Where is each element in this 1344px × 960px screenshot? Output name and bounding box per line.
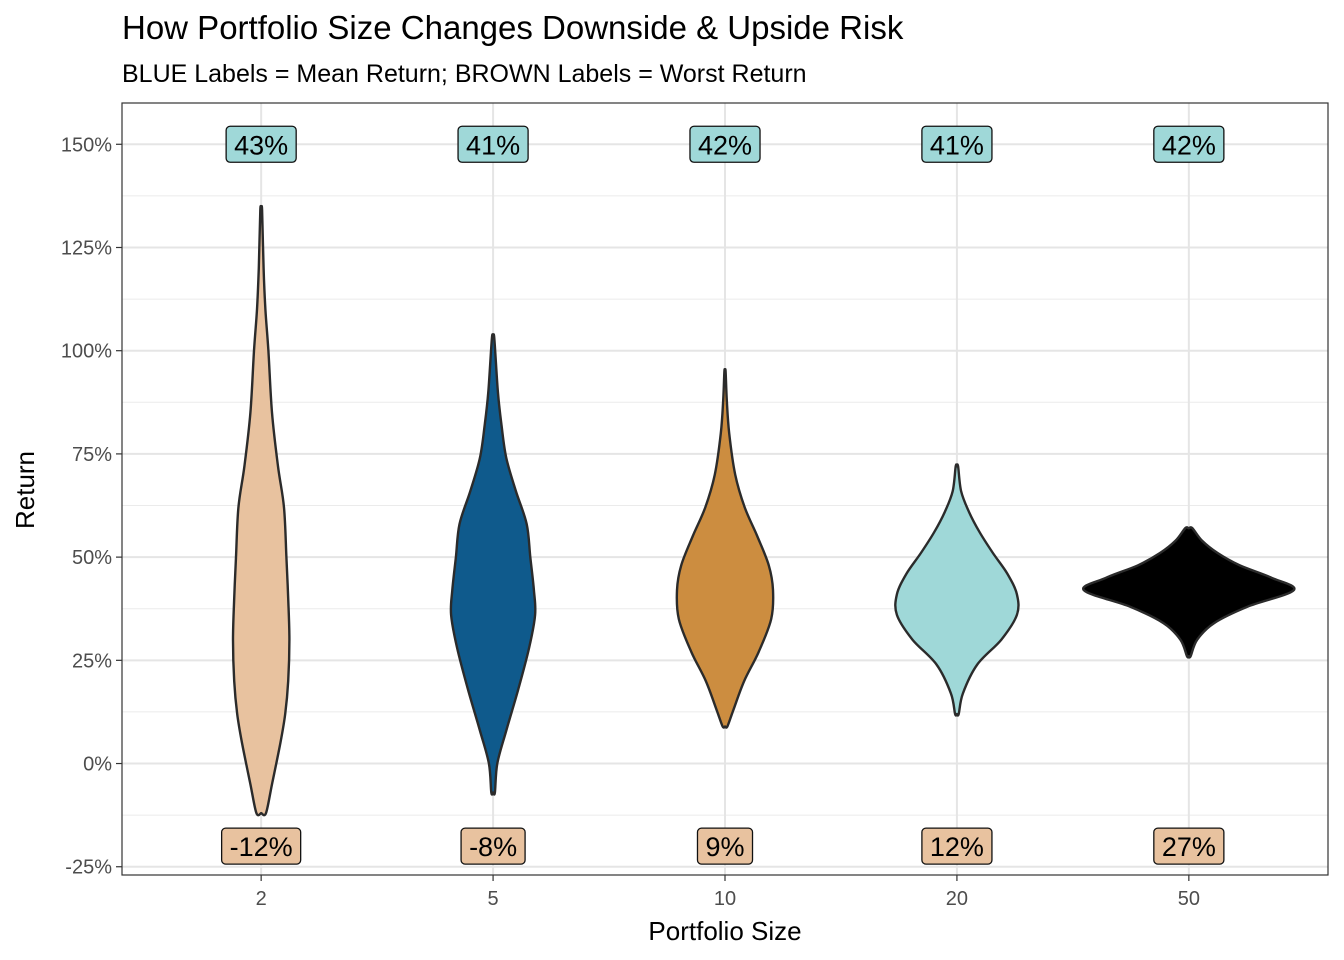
mean-label-50: 42% [1153,125,1225,163]
mean-label-50-box [1153,125,1225,163]
mean-label-5: 41% [457,125,529,163]
x-tick-label: 5 [488,888,499,910]
x-tick-label: 10 [714,888,736,910]
worst-label-20-box [921,827,993,865]
value-labels: 43% -12% 41% -8% 42% 9% 41% 12% 42% 27% [220,125,1225,865]
mean-label-10: 42% [689,125,761,163]
worst-label-10-box [696,827,754,865]
y-tick-label: 100% [61,341,112,363]
x-axis-title: Portfolio Size [648,916,801,946]
worst-label-2-text: -12% [230,832,293,862]
worst-label-2-box [220,827,302,865]
worst-label-5-text: -8% [469,832,517,862]
mean-label-5-box [457,125,529,163]
axes: -25% 0% 25% 50% 75% 100% 125% 150% 2 5 10 20 50 [61,134,1200,910]
worst-label-20: 12% [921,827,993,865]
mean-label-10-box [689,125,761,163]
worst-label-20-text: 12% [930,832,984,862]
chart-subtitle: BLUE Labels = Mean Return; BROWN Labels … [122,60,807,88]
violin-2 [231,204,291,817]
violins [231,204,1296,817]
y-tick-label: 150% [61,134,112,156]
worst-label-10-text: 9% [705,832,744,862]
y-tick-label: 0% [83,754,112,776]
worst-label-50-box [1153,827,1225,865]
mean-label-20-box [921,125,993,163]
mean-label-2: 43% [225,125,297,163]
violin-10 [675,367,775,729]
violin-20 [894,463,1020,717]
worst-label-10: 9% [696,827,754,865]
worst-label-5-box [460,827,526,865]
mean-label-2-text: 43% [234,130,288,160]
mean-label-20: 41% [921,125,993,163]
y-tick-label: -25% [65,857,112,879]
violin-50 [1082,526,1296,659]
x-tick-label: 50 [1178,888,1200,910]
worst-label-50: 27% [1153,827,1225,865]
x-tick-label: 20 [946,888,968,910]
mean-label-50-text: 42% [1162,130,1216,160]
y-tick-label: 50% [72,547,112,569]
x-tick-label: 2 [256,888,267,910]
mean-label-5-text: 41% [466,130,520,160]
worst-label-5: -8% [460,827,526,865]
y-tick-label: 125% [61,237,112,259]
mean-label-2-box [225,125,297,163]
y-axis-title: Return [10,451,40,529]
worst-label-2: -12% [220,827,302,865]
worst-label-50-text: 27% [1162,832,1216,862]
violin-5 [449,333,537,796]
mean-label-20-text: 41% [930,130,984,160]
mean-label-10-text: 42% [698,130,752,160]
chart-title: How Portfolio Size Changes Downside & Up… [122,9,904,46]
y-tick-label: 75% [72,444,112,466]
y-tick-label: 25% [72,650,112,672]
